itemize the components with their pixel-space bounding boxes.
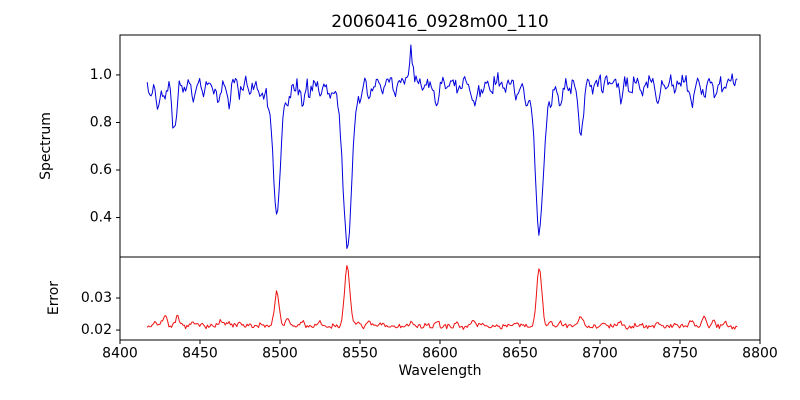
- spectrum-y-tick-label: 1.0: [90, 67, 112, 83]
- spectrum-curve: [146, 44, 738, 249]
- error-y-axis-label: Error: [46, 280, 62, 316]
- spectrum-y-tick-label: 0.4: [90, 210, 112, 226]
- x-tick-label: 8800: [742, 346, 778, 362]
- x-tick-label: 8650: [502, 346, 538, 362]
- x-tick-label: 8500: [262, 346, 298, 362]
- spectrum-y-tick-label: 0.6: [90, 162, 112, 178]
- error-y-tick-label: 0.02: [81, 322, 112, 338]
- x-tick-label: 8600: [422, 346, 458, 362]
- error-y-tick-label: 0.03: [81, 290, 112, 306]
- spectrum-y-tick-label: 0.8: [90, 114, 112, 130]
- spectrum-y-axis-label: Spectrum: [38, 112, 54, 180]
- x-tick-label: 8450: [182, 346, 218, 362]
- x-tick-label: 8750: [662, 346, 698, 362]
- error-curve: [146, 265, 738, 330]
- x-tick-label: 8700: [582, 346, 618, 362]
- x-axis-label: Wavelength: [398, 363, 482, 379]
- spectrum-panel-frame: [119, 34, 761, 258]
- chart-title: 20060416_0928m00_110: [331, 12, 549, 32]
- x-tick-label: 8400: [102, 346, 138, 362]
- x-tick-label: 8550: [342, 346, 378, 362]
